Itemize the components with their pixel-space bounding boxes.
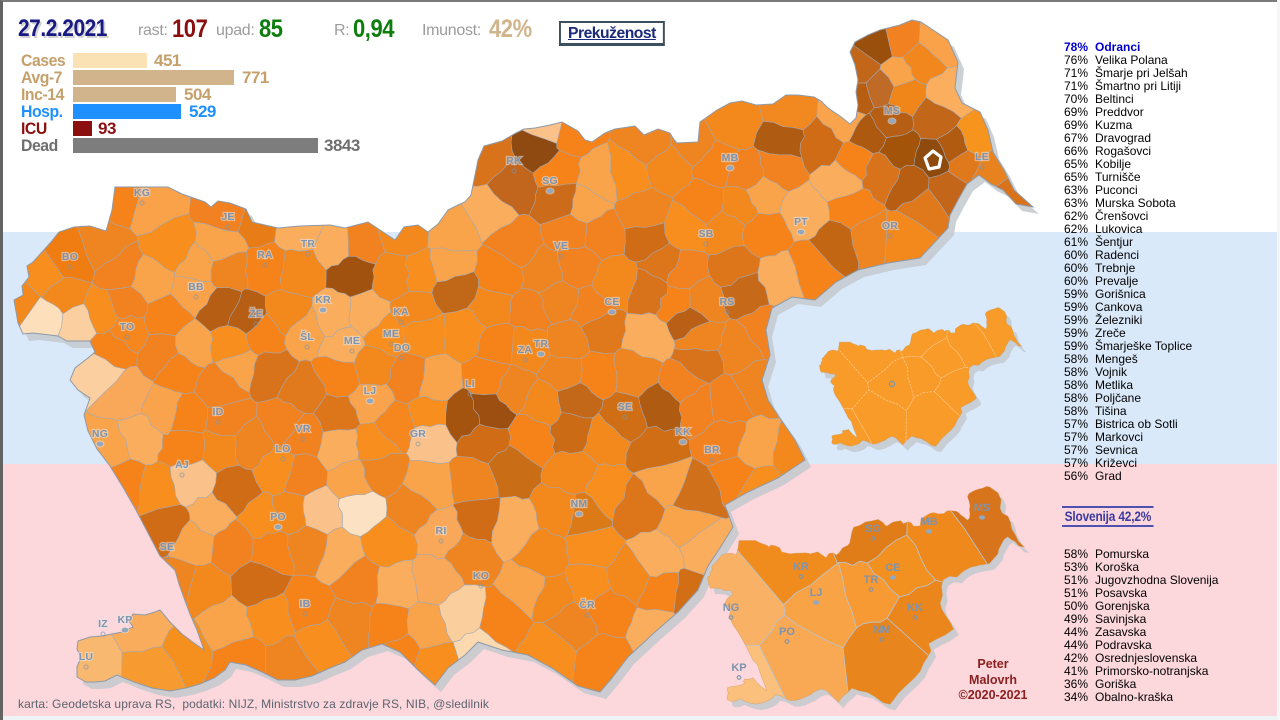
- svg-text:ZA: ZA: [518, 344, 533, 356]
- svg-text:VE: VE: [554, 240, 568, 252]
- svg-text:RI: RI: [436, 525, 447, 537]
- svg-text:KR: KR: [315, 294, 331, 306]
- svg-text:SB: SB: [699, 228, 714, 240]
- svg-text:KR: KR: [793, 561, 809, 573]
- svg-text:TR: TR: [534, 338, 549, 350]
- svg-text:RK: RK: [506, 155, 522, 167]
- svg-text:ŠL: ŠL: [300, 330, 314, 343]
- svg-text:TO: TO: [120, 321, 135, 333]
- svg-text:KG: KG: [134, 187, 150, 199]
- svg-text:RA: RA: [257, 249, 273, 261]
- svg-text:KP: KP: [731, 662, 746, 674]
- svg-text:CE: CE: [605, 296, 620, 308]
- svg-text:MS: MS: [884, 105, 900, 117]
- svg-text:NM: NM: [873, 624, 890, 636]
- svg-text:KO: KO: [473, 570, 489, 582]
- svg-text:ME: ME: [344, 335, 360, 347]
- svg-text:KK: KK: [907, 602, 923, 614]
- svg-text:MB: MB: [722, 152, 739, 164]
- svg-text:PO: PO: [270, 511, 286, 523]
- svg-text:VR: VR: [296, 423, 311, 435]
- svg-text:KP: KP: [118, 614, 133, 626]
- svg-text:GR: GR: [410, 428, 426, 440]
- svg-text:PT: PT: [794, 216, 808, 228]
- svg-text:LU: LU: [79, 651, 93, 663]
- svg-text:SE: SE: [160, 541, 174, 553]
- svg-text:LJ: LJ: [364, 385, 377, 397]
- svg-text:TR: TR: [301, 238, 316, 250]
- svg-text:CE: CE: [885, 562, 900, 574]
- svg-text:BR: BR: [704, 444, 720, 456]
- svg-text:ŽE: ŽE: [249, 307, 263, 320]
- svg-text:LO: LO: [276, 443, 291, 455]
- svg-text:OR: OR: [882, 220, 898, 232]
- svg-text:JE: JE: [221, 211, 234, 223]
- svg-text:IB: IB: [300, 598, 311, 610]
- svg-text:LI: LI: [465, 378, 475, 390]
- svg-text:BB: BB: [188, 281, 204, 293]
- svg-text:SE: SE: [618, 401, 632, 413]
- svg-text:ID: ID: [213, 406, 224, 418]
- svg-text:SG: SG: [865, 523, 881, 535]
- svg-text:ČR: ČR: [579, 598, 595, 611]
- svg-text:TR: TR: [864, 574, 879, 586]
- svg-text:MS: MS: [974, 502, 991, 514]
- svg-text:ME: ME: [383, 328, 399, 340]
- svg-text:KK: KK: [675, 426, 691, 438]
- svg-text:IZ: IZ: [98, 618, 108, 630]
- svg-text:RS: RS: [720, 296, 735, 308]
- svg-text:AJ: AJ: [175, 459, 189, 471]
- svg-text:NG: NG: [92, 428, 108, 440]
- svg-text:LJ: LJ: [810, 587, 823, 599]
- svg-text:NM: NM: [571, 498, 588, 510]
- svg-text:PO: PO: [779, 626, 795, 638]
- svg-text:DO: DO: [394, 342, 410, 354]
- svg-text:LE: LE: [975, 151, 989, 163]
- svg-text:KA: KA: [393, 306, 409, 318]
- svg-text:NG: NG: [723, 602, 740, 614]
- svg-text:SG: SG: [542, 175, 558, 187]
- svg-text:MB: MB: [920, 516, 937, 528]
- svg-text:BO: BO: [62, 251, 78, 263]
